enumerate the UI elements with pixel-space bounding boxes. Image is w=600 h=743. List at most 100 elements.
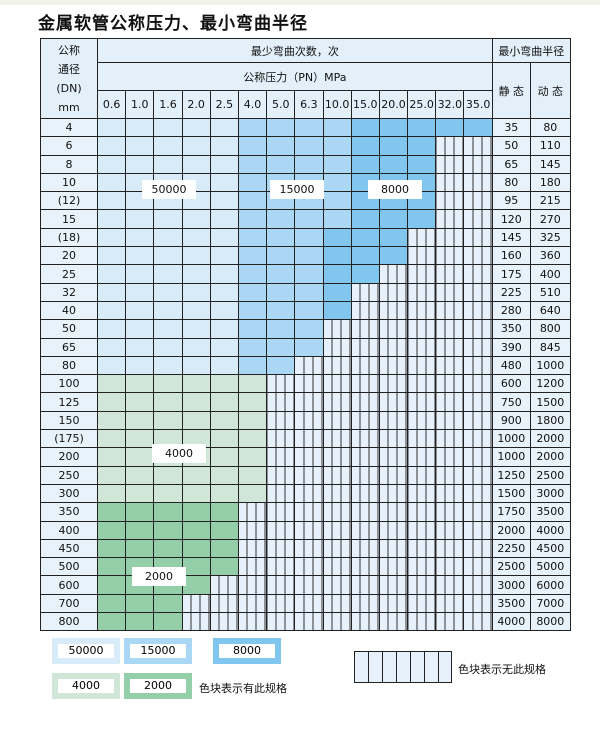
- spec-cell-4000: [209, 483, 239, 504]
- no-spec-cell: [407, 374, 437, 394]
- static-radius-cell: 2250: [491, 538, 531, 559]
- spec-cell-2000: [96, 593, 127, 614]
- spec-cell-15000: [294, 319, 324, 339]
- no-spec-cell: [435, 136, 465, 156]
- no-spec-cell: [407, 410, 437, 431]
- table-row: 15 120 270: [40, 209, 571, 229]
- no-spec-cell: [407, 538, 437, 559]
- dn-cell: 50: [40, 319, 98, 339]
- spec-cell-15000: [266, 355, 296, 376]
- spec-cell-50000: [181, 246, 211, 266]
- no-spec-cell: [209, 575, 239, 595]
- no-spec-cell: [294, 557, 324, 577]
- no-spec-cell: [350, 465, 380, 485]
- no-spec-cell: [435, 538, 465, 559]
- dn-cell: (175): [40, 429, 98, 449]
- no-spec-cell: [463, 227, 493, 248]
- no-spec-cell: [266, 593, 296, 614]
- no-spec-cell: [463, 374, 493, 394]
- dynamic-radius-cell: 7000: [529, 593, 571, 614]
- spec-cell-15000: [266, 117, 296, 138]
- zone-label-2000: 2000: [132, 567, 186, 586]
- spec-cell-50000: [96, 117, 127, 138]
- no-spec-cell: [378, 410, 409, 431]
- no-spec-cell: [322, 612, 352, 632]
- spec-cell-8000: [407, 136, 437, 156]
- spec-cell-15000: [237, 209, 268, 229]
- no-spec-cell: [322, 483, 352, 504]
- no-spec-cell: [378, 447, 409, 467]
- no-spec-cell: [435, 447, 465, 467]
- spec-cell-15000: [237, 117, 268, 138]
- no-spec-cell: [266, 502, 296, 522]
- no-spec-cell: [322, 447, 352, 467]
- no-spec-cell: [463, 300, 493, 321]
- no-spec-cell: [407, 227, 437, 248]
- spec-cell-8000: [378, 209, 409, 229]
- spec-cell-4000: [181, 392, 211, 412]
- spec-cell-50000: [96, 355, 127, 376]
- dynamic-radius-cell: 180: [529, 172, 571, 193]
- spec-cell-50000: [96, 191, 127, 211]
- zone-label-4000: 4000: [152, 444, 206, 463]
- static-radius-cell: 350: [491, 319, 531, 339]
- spec-cell-4000: [96, 483, 127, 504]
- spec-cell-15000: [237, 355, 268, 376]
- spec-cell-15000: [237, 300, 268, 321]
- no-spec-cell: [407, 575, 437, 595]
- no-spec-cell: [463, 429, 493, 449]
- static-radius-cell: 50: [491, 136, 531, 156]
- spec-cell-4000: [237, 447, 268, 467]
- dn-cell: 150: [40, 410, 98, 431]
- spec-cell-8000: [350, 246, 380, 266]
- spec-cell-15000: [237, 337, 268, 357]
- no-spec-cell: [407, 429, 437, 449]
- spec-cell-50000: [153, 319, 183, 339]
- no-spec-cell: [435, 264, 465, 284]
- no-spec-cell: [435, 209, 465, 229]
- no-spec-cell: [463, 246, 493, 266]
- table-row: 600 3000 6000: [40, 575, 571, 595]
- table-row: 450 2250 4500: [40, 538, 571, 559]
- dynamic-radius-cell: 80: [529, 117, 571, 138]
- dn-cell: 8: [40, 154, 98, 174]
- spec-cell-15000: [322, 136, 352, 156]
- spec-cell-4000: [181, 465, 211, 485]
- spec-cell-50000: [209, 117, 239, 138]
- no-spec-cell: [294, 538, 324, 559]
- dynamic-radius-cell: 5000: [529, 557, 571, 577]
- no-spec-cell: [378, 520, 409, 540]
- dynamic-radius-cell: 3500: [529, 502, 571, 522]
- no-spec-cell: [378, 483, 409, 504]
- spec-cell-2000: [125, 538, 155, 559]
- spec-cell-50000: [153, 136, 183, 156]
- no-spec-cell: [435, 300, 465, 321]
- spec-cell-4000: [181, 483, 211, 504]
- no-spec-cell: [237, 593, 268, 614]
- spec-cell-2000: [153, 520, 183, 540]
- table-row: 250 1250 2500: [40, 465, 571, 485]
- no-spec-cell: [322, 557, 352, 577]
- spec-cell-4000: [96, 410, 127, 431]
- spec-cell-8000: [378, 136, 409, 156]
- spec-cell-2000: [125, 612, 155, 632]
- legend-50000: 50000: [52, 638, 120, 664]
- spec-table: 公称 通径 (DN) mm 最少弯曲次数，次 最小弯曲半径 公称压力（PN）MP…: [40, 38, 571, 632]
- table-row: 6 50 110: [40, 136, 571, 156]
- table-row: 40 280 640: [40, 300, 571, 321]
- spec-cell-8000: [378, 246, 409, 266]
- no-spec-cell: [237, 557, 268, 577]
- spec-cell-50000: [125, 136, 155, 156]
- no-spec-cell: [407, 447, 437, 467]
- static-radius-cell: 95: [491, 191, 531, 211]
- spec-cell-15000: [237, 227, 268, 248]
- no-spec-cell: [294, 612, 324, 632]
- spec-cell-2000: [181, 575, 211, 595]
- dynamic-radius-cell: 510: [529, 282, 571, 302]
- dn-header: 公称 通径 (DN) mm: [40, 38, 98, 119]
- zone-label-15000: 15000: [270, 180, 324, 199]
- dynamic-radius-cell: 2500: [529, 465, 571, 485]
- no-spec-cell: [294, 392, 324, 412]
- no-spec-cell: [407, 319, 437, 339]
- no-spec-cell: [463, 538, 493, 559]
